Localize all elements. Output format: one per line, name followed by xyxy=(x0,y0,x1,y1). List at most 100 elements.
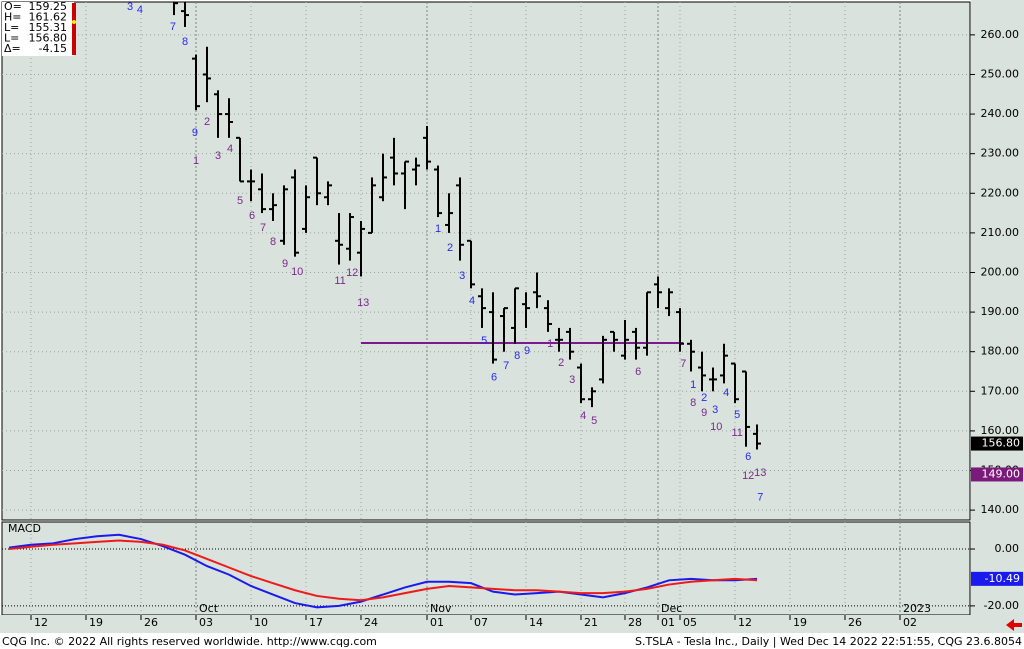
count-label: 6 xyxy=(745,451,751,463)
scroll-arrow[interactable] xyxy=(1006,619,1022,631)
x-tick-label: 01 xyxy=(430,616,444,629)
count-label: 10 xyxy=(710,421,722,433)
count-label: 1 xyxy=(193,155,199,167)
macd-title: MACD xyxy=(8,522,41,535)
grid xyxy=(2,2,970,615)
price-axis-area xyxy=(971,0,1024,615)
y-tick-label: 180.00 xyxy=(981,345,1020,358)
count-label: 9 xyxy=(701,407,707,419)
count-label: 8 xyxy=(182,36,188,48)
x-tick-label: 26 xyxy=(848,616,862,629)
count-label: 12 xyxy=(742,470,754,482)
count-label: 6 xyxy=(635,366,641,378)
y-tick-label: 230.00 xyxy=(981,147,1020,160)
data-box-value: -4.15 xyxy=(39,42,67,55)
data-box-value: 159.25 xyxy=(29,0,68,13)
data-box-value: 155.31 xyxy=(29,21,68,34)
count-label: 3 xyxy=(569,374,575,386)
count-label: 8 xyxy=(514,350,520,362)
count-label: 4 xyxy=(137,4,143,16)
count-label: 13 xyxy=(754,467,766,479)
month-label: Dec xyxy=(661,602,682,615)
count-label: 1 xyxy=(690,379,696,391)
x-tick-label: 19 xyxy=(89,616,103,629)
x-tick-label: 01 xyxy=(661,616,675,629)
time-axis-area xyxy=(0,615,1024,633)
last-value-marker xyxy=(971,571,1023,586)
count-label: 5 xyxy=(237,195,243,207)
x-tick-label: 12 xyxy=(34,616,48,629)
count-label: 9 xyxy=(192,127,198,139)
count-label: 6 xyxy=(491,372,497,384)
price-marker-label: 156.80 xyxy=(982,437,1021,450)
count-label: 1 xyxy=(435,223,441,235)
range-indicator xyxy=(72,3,76,55)
macd-line xyxy=(8,539,758,602)
macd-panel xyxy=(1,521,971,616)
y-tick-label: 200.00 xyxy=(981,265,1020,278)
x-tick-label: 14 xyxy=(529,616,543,629)
count-label: 4 xyxy=(723,387,729,399)
count-label: 5 xyxy=(734,409,740,421)
data-box-value: 161.62 xyxy=(29,11,68,24)
x-tick-label: 17 xyxy=(309,616,323,629)
footer-left: CQG Inc. © 2022 All rights reserved worl… xyxy=(2,635,377,648)
count-label: 5 xyxy=(481,335,487,347)
count-label: 11 xyxy=(731,427,742,439)
data-box-label: Δ= xyxy=(4,42,21,55)
count-label: 1 xyxy=(547,338,553,350)
y-tick-label: 260.00 xyxy=(981,28,1020,41)
count-label: 7 xyxy=(757,492,763,504)
macd-plot xyxy=(2,533,970,609)
x-tick-label: 03 xyxy=(199,616,213,629)
x-tick-label: 07 xyxy=(474,616,488,629)
count-label: 12 xyxy=(346,267,358,279)
count-label: 8 xyxy=(270,236,276,248)
count-label: 7 xyxy=(680,358,686,370)
count-label: 6 xyxy=(249,210,255,222)
x-tick-label: 05 xyxy=(683,616,697,629)
y-tick-label: 140.00 xyxy=(981,503,1020,516)
x-tick-label: 24 xyxy=(364,616,378,629)
count-label: 7 xyxy=(170,21,176,33)
month-label: Oct xyxy=(199,602,219,615)
price-marker-label: 149.00 xyxy=(982,467,1021,480)
count-label: 5 xyxy=(591,415,597,427)
count-label: 2 xyxy=(447,242,453,254)
footer-right: S.TSLA - Tesla Inc., Daily | Wed Dec 14 … xyxy=(635,635,1022,648)
y-tick-label: 190.00 xyxy=(981,305,1020,318)
count-label: 3 xyxy=(459,270,465,282)
x-tick-label: 02 xyxy=(903,616,917,629)
data-box xyxy=(2,2,74,56)
count-label: 11 xyxy=(334,275,345,287)
x-tick-label: 28 xyxy=(628,616,642,629)
price-marker xyxy=(971,467,1023,482)
data-box-label: L= xyxy=(4,32,19,45)
count-label: 3 xyxy=(127,1,133,13)
count-label: 4 xyxy=(469,295,475,307)
x-tick-label: 19 xyxy=(793,616,807,629)
data-box-value: 156.80 xyxy=(29,32,68,45)
count-label: 4 xyxy=(227,143,233,155)
x-tick-label: 21 xyxy=(584,616,598,629)
count-label: 2 xyxy=(204,116,210,128)
x-tick-label: 10 xyxy=(254,616,268,629)
count-label: 7 xyxy=(260,222,266,234)
y-tick-label: 240.00 xyxy=(981,107,1020,120)
count-label: 2 xyxy=(558,357,564,369)
count-label: 8 xyxy=(690,397,696,409)
count-label: 10 xyxy=(291,266,303,278)
y-tick-label: -20.00 xyxy=(984,599,1019,612)
price-panel xyxy=(1,1,971,521)
price-marker xyxy=(971,436,1023,451)
y-tick-label: 210.00 xyxy=(981,226,1020,239)
count-label: 2 xyxy=(701,392,707,404)
y-tick-label: 160.00 xyxy=(981,424,1020,437)
count-label: 9 xyxy=(524,345,530,357)
data-box-label: H= xyxy=(4,11,22,24)
month-label: 2023 xyxy=(903,602,931,615)
data-box-label: O= xyxy=(4,0,22,13)
